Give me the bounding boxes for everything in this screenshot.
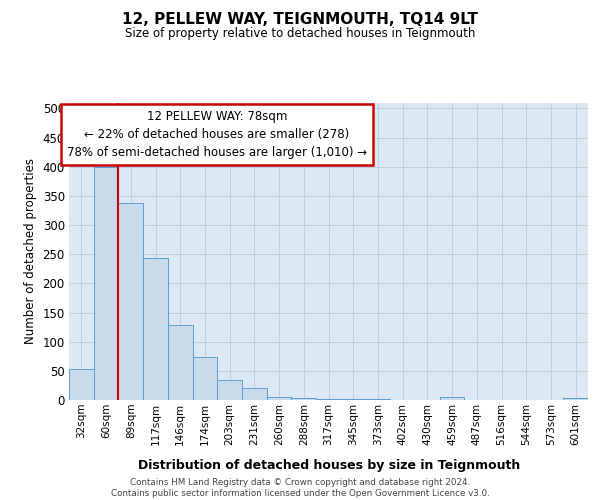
Bar [118,203,143,400]
Bar [94,166,118,400]
Text: Distribution of detached houses by size in Teignmouth: Distribution of detached houses by size … [137,460,520,472]
Bar [193,358,217,400]
Text: 12 PELLEW WAY: 78sqm
← 22% of detached houses are smaller (278)
78% of semi-deta: 12 PELLEW WAY: 78sqm ← 22% of detached h… [67,110,367,159]
Text: Contains HM Land Registry data © Crown copyright and database right 2024.
Contai: Contains HM Land Registry data © Crown c… [110,478,490,498]
Bar [292,398,316,400]
Bar [316,399,341,400]
Bar [168,326,193,400]
Bar [217,380,242,400]
Bar [143,258,168,400]
Bar [69,369,94,400]
Bar [563,398,588,400]
Text: Size of property relative to detached houses in Teignmouth: Size of property relative to detached ho… [125,28,475,40]
Y-axis label: Number of detached properties: Number of detached properties [24,158,37,344]
Text: 12, PELLEW WAY, TEIGNMOUTH, TQ14 9LT: 12, PELLEW WAY, TEIGNMOUTH, TQ14 9LT [122,12,478,28]
Bar [267,396,292,400]
Bar [440,397,464,400]
Bar [242,388,267,400]
